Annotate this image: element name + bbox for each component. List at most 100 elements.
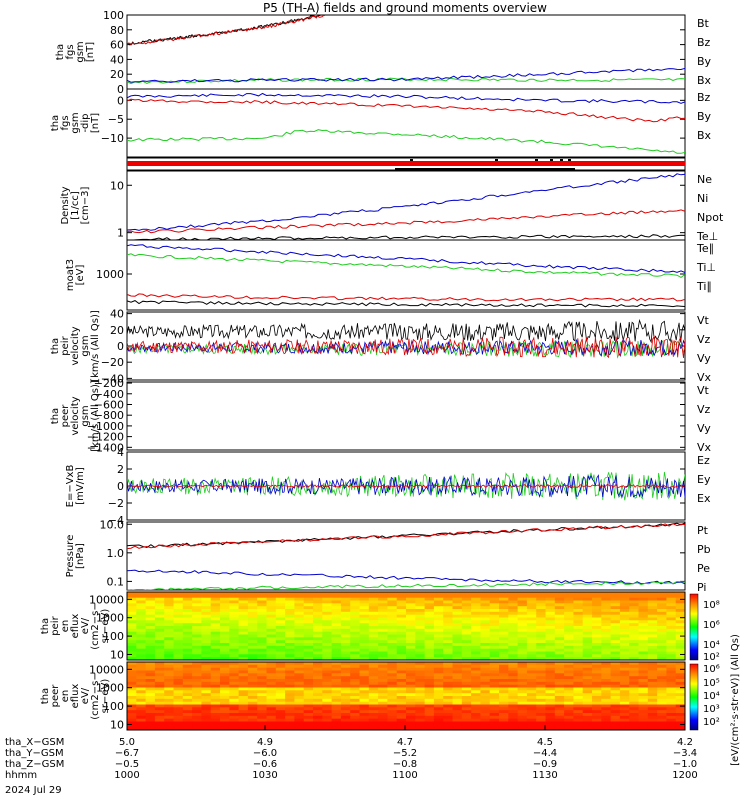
spectrogram-cell	[610, 637, 621, 641]
spectrogram-cell	[359, 634, 370, 638]
spectrogram-cell	[368, 620, 379, 624]
spectrogram-cell	[127, 718, 137, 723]
spectrogram-cell	[452, 710, 463, 714]
spectrogram-cell	[508, 631, 519, 636]
spectrogram-cell	[285, 609, 295, 613]
spectrogram-cell	[136, 631, 147, 636]
spectrogram-cell	[201, 690, 212, 694]
spectrogram-cell	[350, 609, 361, 613]
spectrogram-cell	[406, 620, 416, 624]
spectrogram-cell	[415, 664, 426, 669]
spectrogram-cell	[424, 715, 435, 720]
spectrogram-cell	[610, 620, 621, 624]
spectrogram-cell	[619, 687, 630, 691]
quality-mark	[495, 159, 498, 161]
spectrogram-cell	[378, 609, 388, 613]
spectrogram-cell	[517, 603, 528, 607]
spectrogram-cell	[629, 634, 640, 638]
spectrogram-cell	[480, 676, 491, 680]
spectrogram-cell	[592, 667, 602, 672]
spectrogram-cell	[164, 676, 175, 680]
spectrogram-cell	[303, 670, 314, 674]
spectrogram-cell	[554, 710, 565, 714]
spectrogram-cell	[638, 667, 649, 672]
spectrogram-cell	[629, 690, 640, 694]
spectrogram-cell	[526, 640, 537, 644]
spectrogram-cell	[294, 710, 305, 714]
spectrogram-cell	[266, 611, 277, 616]
spectrogram-cell	[173, 727, 184, 730]
spectrogram-cell	[592, 626, 602, 630]
series-group-p1	[127, 15, 685, 85]
spectrogram-cell	[322, 707, 333, 711]
spectrogram-cell	[396, 592, 407, 596]
spectrogram-cell	[573, 713, 584, 717]
y-tick-label: −200	[94, 377, 124, 390]
spectrogram-cell	[647, 704, 658, 708]
spectrogram-cell	[629, 664, 640, 669]
spectrogram-cell	[229, 628, 240, 633]
legend-entry: Vz	[697, 403, 711, 416]
spectrogram-cell	[526, 617, 537, 621]
spectrogram-cell	[647, 657, 658, 660]
spectrogram-cell	[164, 606, 175, 610]
spectrogram-cell	[229, 654, 240, 658]
spectrogram-cell	[443, 654, 454, 658]
y-axis-label: (cm2−s−	[90, 602, 101, 649]
spectrogram-cell	[359, 704, 370, 708]
spectrogram-cell	[480, 623, 491, 627]
spectrogram-cell	[480, 640, 491, 644]
y-axis-label: [eV]	[75, 265, 86, 286]
spectrogram-cell	[666, 592, 677, 596]
spectrogram-cell	[322, 626, 333, 630]
y-axis-label: gsm	[80, 405, 91, 426]
spectrogram-cell	[173, 617, 184, 621]
spectrogram-cell	[247, 657, 258, 660]
spectrogram-cell	[359, 681, 370, 686]
spectrogram-cell	[554, 603, 565, 607]
spectrogram-cell	[378, 715, 388, 720]
spectrogram-cell	[471, 634, 481, 638]
spectrogram-cell	[294, 603, 305, 607]
spectrogram-cell	[313, 673, 323, 677]
spectrogram-cell	[275, 696, 286, 700]
spectrogram-cell	[517, 707, 528, 711]
spectrogram-cell	[396, 718, 407, 723]
spectrogram-cell	[545, 623, 556, 627]
spectrogram-cell	[145, 667, 156, 672]
y-axis-label: tha	[40, 688, 51, 704]
spectrogram-cell	[610, 609, 621, 613]
spectrogram-cell	[220, 603, 230, 607]
spectrogram-cell	[257, 651, 268, 655]
spectrogram-cell	[257, 715, 268, 720]
spectrogram-cell	[592, 628, 602, 633]
y-tick-label: 0.1	[107, 575, 125, 588]
spectrogram-cell	[545, 684, 556, 689]
spectrogram-cell	[415, 696, 426, 700]
spectrogram-cell	[238, 617, 249, 621]
spectrogram-cell	[210, 710, 221, 714]
spectrogram-cell	[275, 626, 286, 630]
spectrogram-cell	[666, 676, 677, 680]
spectrogram-cell	[433, 654, 444, 658]
spectrogram-cell	[415, 681, 426, 686]
date-label: 2024 Jul 29	[5, 785, 62, 796]
spectrogram-cell	[452, 623, 463, 627]
spectrogram-cell	[675, 640, 685, 644]
spectrogram-cell	[433, 597, 444, 602]
spectrogram-cell	[359, 640, 370, 644]
spectrogram-cell	[499, 664, 509, 669]
spectrogram-cell	[545, 651, 556, 655]
spectrogram-cell	[136, 645, 147, 650]
spectrogram-cell	[350, 648, 361, 653]
spectrogram-cell	[285, 643, 295, 647]
colorbar-tick-label: 10²	[703, 717, 720, 728]
spectrogram-cell	[192, 634, 202, 638]
spectrogram-cell	[647, 626, 658, 630]
spectrogram-cell	[378, 643, 388, 647]
spectrogram-cell	[210, 609, 221, 613]
spectrogram-cell	[657, 718, 667, 723]
spectrogram-cell	[247, 606, 258, 610]
